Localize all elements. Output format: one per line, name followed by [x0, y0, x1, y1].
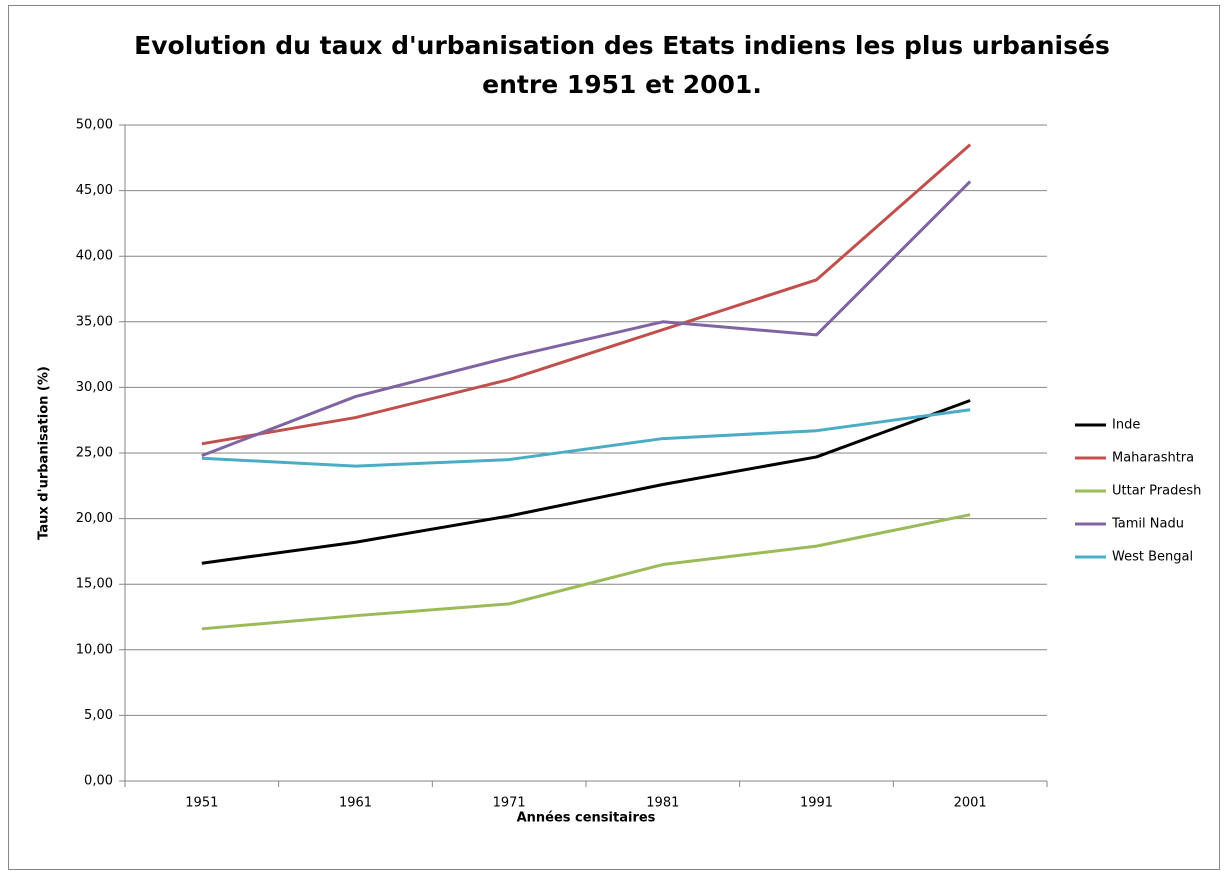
- series-line: [201, 399, 971, 565]
- y-axis-title: Taux d'urbanisation (%): [37, 366, 52, 540]
- x-tick-label: 1951: [185, 796, 218, 811]
- y-tick-label: 15,00: [76, 577, 113, 592]
- y-tick-label: 0,00: [84, 774, 113, 789]
- legend-label: Maharashtra: [1112, 451, 1194, 466]
- x-tick-label: 1981: [646, 796, 679, 811]
- series-line: [201, 513, 971, 631]
- x-tick-label: 1971: [493, 796, 526, 811]
- y-tick-label: 45,00: [76, 183, 113, 198]
- legend-label: Tamil Nadu: [1111, 517, 1184, 532]
- x-tick-label: 2001: [954, 796, 987, 811]
- x-tick-label: 1991: [800, 796, 833, 811]
- y-tick-label: 35,00: [76, 314, 113, 329]
- series-line: [201, 143, 972, 446]
- y-tick-label: 30,00: [76, 380, 113, 395]
- legend-label: West Bengal: [1112, 550, 1193, 565]
- x-tick-label: 1961: [339, 796, 372, 811]
- legend-label: Uttar Pradesh: [1112, 484, 1201, 499]
- x-axis-title: Années censitaires: [517, 811, 656, 826]
- series-line: [201, 408, 971, 468]
- y-tick-label: 5,00: [84, 708, 113, 723]
- y-tick-label: 25,00: [76, 446, 113, 461]
- y-tick-label: 40,00: [76, 249, 113, 264]
- y-tick-label: 50,00: [76, 118, 113, 133]
- y-tick-label: 20,00: [76, 511, 113, 526]
- y-tick-label: 10,00: [76, 642, 113, 657]
- chart-border: [8, 5, 1220, 870]
- chart-title: Evolution du taux d'urbanisation des Eta…: [134, 31, 1110, 60]
- series-line: [201, 180, 972, 458]
- legend-label: Inde: [1112, 418, 1140, 433]
- chart-title: entre 1951 et 2001.: [482, 70, 762, 99]
